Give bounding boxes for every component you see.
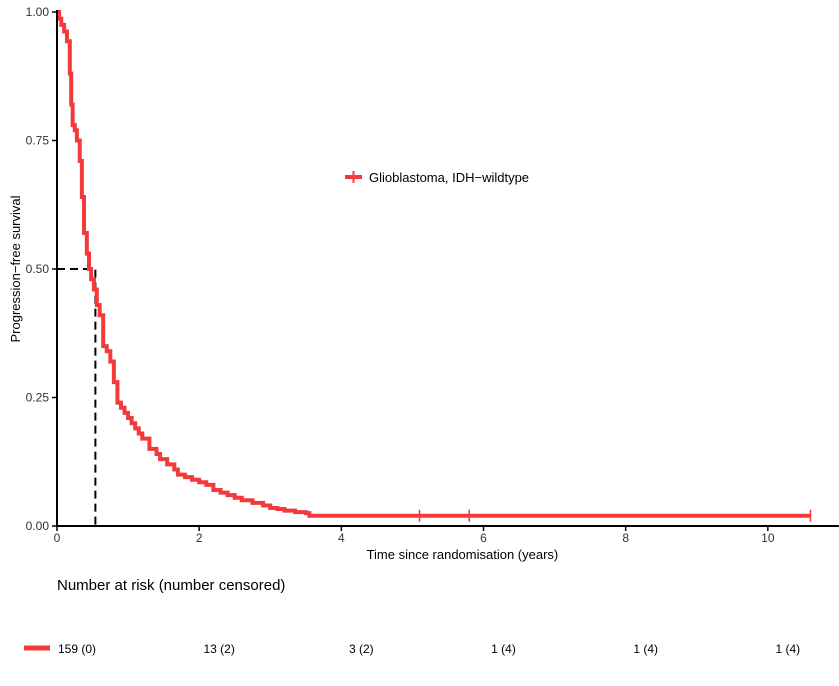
risk-cell: 3 (2) — [349, 642, 374, 656]
y-tick-label: 0.50 — [26, 262, 50, 276]
risk-table: 159 (0) 13 (2) 3 (2) 1 (4) 1 (4) 1 (4) — [24, 642, 800, 656]
y-tick-label: 0.25 — [26, 391, 50, 405]
x-axis-label: Time since randomisation (years) — [367, 547, 559, 562]
median-survival-line — [57, 268, 97, 526]
survival-curve — [57, 10, 811, 518]
risk-cell: 1 (4) — [491, 642, 516, 656]
risk-cell: 13 (2) — [203, 642, 234, 656]
plot-area — [57, 10, 812, 526]
x-axis-ticks: 0 2 4 6 8 10 — [54, 526, 775, 545]
x-tick-label: 6 — [480, 531, 487, 545]
y-tick-label: 0.75 — [26, 134, 50, 148]
x-tick-label: 2 — [196, 531, 203, 545]
x-tick-label: 10 — [761, 531, 775, 545]
risk-table-title: Number at risk (number censored) — [57, 577, 285, 594]
x-tick-label: 4 — [338, 531, 345, 545]
y-axis-ticks: 0.00 0.25 0.50 0.75 1.00 — [26, 5, 57, 533]
risk-cell: 1 (4) — [776, 642, 801, 656]
risk-cell: 1 (4) — [633, 642, 658, 656]
legend: Glioblastoma, IDH−wildtype — [345, 170, 529, 185]
x-tick-label: 0 — [54, 531, 61, 545]
legend-entry-label: Glioblastoma, IDH−wildtype — [369, 170, 529, 185]
y-axis-label: Progression−free survival — [8, 195, 23, 342]
y-tick-label: 0.00 — [26, 519, 50, 533]
y-tick-label: 1.00 — [26, 5, 50, 19]
x-tick-label: 8 — [622, 531, 629, 545]
risk-cell: 159 (0) — [58, 642, 96, 656]
